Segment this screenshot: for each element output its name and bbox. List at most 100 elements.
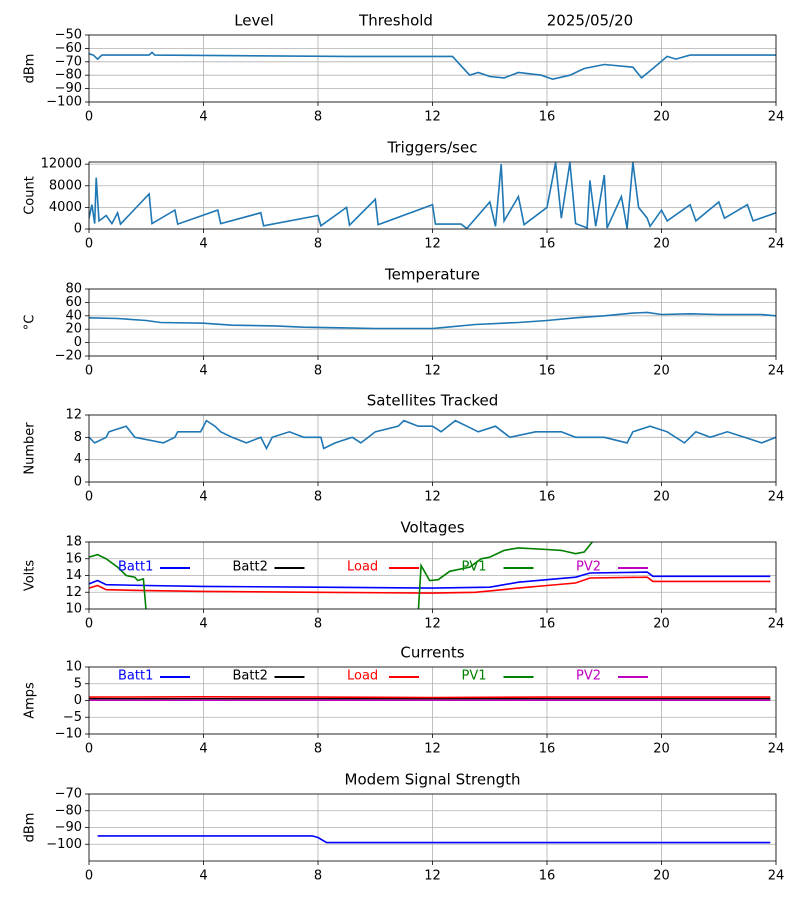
y-tick-label: 5 (74, 676, 82, 691)
plot-frame (88, 414, 777, 483)
y-tick-label: 20 (65, 322, 82, 337)
data-line (89, 311, 776, 330)
panel: Currents Amps 0 4 8 12 16 20 24 −10 −5 0 510 Batt1 Bat… (23, 644, 785, 757)
x-tick-label: 12 (424, 869, 441, 884)
legend-label: Batt1 (118, 669, 153, 684)
plot-frame (88, 34, 777, 103)
y-axis-label: Volts (23, 560, 38, 592)
y-tick-label: 8 (74, 430, 82, 445)
y-tick-label: 0 (74, 222, 82, 237)
y-tick-label: −20 (55, 349, 82, 364)
y-tick-label: −90 (55, 820, 82, 835)
x-tick-label: 0 (85, 490, 93, 505)
y-tick-label: −70 (55, 54, 82, 69)
annotation: 2025/05/20 (547, 12, 633, 30)
panel: Level Threshold 2025/05/20 dBm 0 4 8 12 16 20 24 −1… (23, 12, 785, 125)
data-line (89, 51, 776, 81)
chart-title: Voltages (400, 519, 464, 537)
y-tick-label: 12000 (41, 157, 82, 172)
x-tick-label: 24 (768, 742, 785, 757)
x-tick-label: 24 (768, 364, 785, 379)
y-tick-label: −50 (55, 28, 82, 43)
x-tick-label: 4 (199, 617, 207, 632)
x-tick-label: 12 (424, 237, 441, 252)
plot-frame (88, 666, 777, 735)
chart-title: Modem Signal Strength (345, 771, 521, 789)
y-tick-label: 8000 (49, 178, 82, 193)
x-tick-label: 16 (539, 237, 556, 252)
y-tick-label: 40 (65, 308, 82, 323)
chart-title: Satellites Tracked (367, 392, 498, 410)
data-line (89, 542, 594, 609)
plot-frame (88, 541, 777, 610)
y-axis-label: Number (23, 422, 38, 475)
x-tick-label: 0 (85, 364, 93, 379)
x-tick-label: 20 (653, 110, 670, 125)
y-tick-label: 0 (74, 693, 82, 708)
x-tick-label: 20 (653, 490, 670, 505)
x-tick-label: 0 (85, 869, 93, 884)
y-axis-label: dBm (23, 813, 38, 843)
panel: Triggers/sec Count 0 4 8 12 16 20 24 0 4000 8000 120… (23, 139, 785, 252)
legend-label: Batt1 (118, 560, 153, 575)
x-tick-label: 12 (424, 742, 441, 757)
x-tick-label: 12 (424, 364, 441, 379)
y-tick-label: −100 (46, 95, 82, 110)
x-tick-label: 4 (199, 742, 207, 757)
panel: Satellites Tracked Number 0 4 8 12 16 20 24 0 4 8 12 (23, 392, 785, 505)
y-tick-label: 0 (74, 335, 82, 350)
plot-frame (88, 793, 777, 862)
data-line (89, 576, 771, 594)
y-tick-label: −80 (55, 803, 82, 818)
data-line (89, 695, 771, 699)
plot-frame (88, 288, 777, 357)
x-tick-label: 20 (653, 617, 670, 632)
x-tick-label: 20 (653, 742, 670, 757)
legend-label: Load (347, 669, 378, 684)
y-tick-label: 10 (65, 602, 82, 617)
x-tick-label: 16 (539, 490, 556, 505)
legend-label: PV1 (462, 560, 487, 575)
x-tick-label: 8 (314, 110, 322, 125)
y-tick-label: 4 (74, 452, 82, 467)
y-tick-label: 12 (65, 408, 82, 423)
y-tick-label: 10 (65, 660, 82, 675)
y-tick-label: 14 (65, 568, 82, 583)
x-tick-label: 0 (85, 237, 93, 252)
legend-label: PV2 (576, 560, 601, 575)
x-tick-label: 16 (539, 364, 556, 379)
x-tick-label: 16 (539, 617, 556, 632)
y-axis-label: Count (23, 176, 38, 215)
y-tick-label: 4000 (49, 200, 82, 215)
x-tick-label: 8 (314, 742, 322, 757)
y-axis-label: dBm (23, 54, 38, 84)
y-tick-label: 16 (65, 551, 82, 566)
annotation: Threshold (358, 12, 433, 30)
legend-label: PV2 (576, 669, 601, 684)
x-tick-label: 8 (314, 490, 322, 505)
y-tick-label: 80 (65, 282, 82, 297)
y-tick-label: −60 (55, 41, 82, 56)
chart-title: Level (234, 12, 274, 30)
x-tick-label: 20 (653, 869, 670, 884)
x-tick-label: 12 (424, 110, 441, 125)
panel: Modem Signal Strength dBm 0 4 8 12 16 20 24 −100 −… (23, 771, 785, 884)
y-tick-label: 12 (65, 585, 82, 600)
y-tick-label: −70 (55, 787, 82, 802)
x-tick-label: 24 (768, 110, 785, 125)
x-tick-label: 24 (768, 869, 785, 884)
y-tick-label: −10 (55, 727, 82, 742)
x-tick-label: 12 (424, 490, 441, 505)
x-tick-label: 16 (539, 869, 556, 884)
x-tick-label: 20 (653, 237, 670, 252)
y-tick-label: 0 (74, 475, 82, 490)
x-tick-label: 8 (314, 617, 322, 632)
data-line (89, 571, 771, 589)
legend-label: Batt2 (233, 669, 268, 684)
x-tick-label: 12 (424, 617, 441, 632)
x-tick-label: 0 (85, 742, 93, 757)
legend-label: Load (347, 560, 378, 575)
x-tick-label: 4 (199, 490, 207, 505)
